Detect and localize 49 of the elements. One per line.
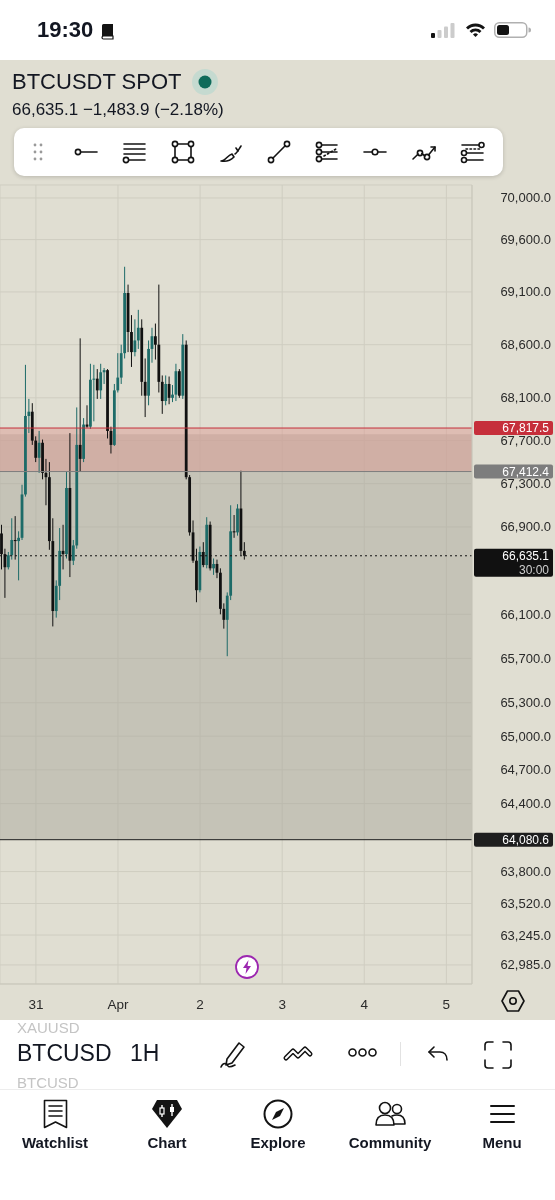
- x-tick-label: 2: [196, 997, 204, 1012]
- ref-line-label: 67,412.4: [502, 464, 550, 479]
- text: Community: [348, 1134, 432, 1152]
- y-tick-label: 70,000.0: [500, 190, 551, 206]
- candlestick: [99, 363, 103, 400]
- candlestick: [160, 374, 164, 415]
- y-tick-label: 62,985.0: [500, 957, 551, 973]
- text: 1H: [130, 1040, 160, 1067]
- candlestick: [143, 357, 147, 418]
- candlestick: [37, 430, 41, 474]
- chart-subtitle: 66,635.1 −1,483.9 (−2.18%): [12, 100, 224, 120]
- y-tick-label: 66,100.0: [500, 606, 551, 622]
- chart-title: BTCUSDT SPOT: [12, 69, 182, 95]
- text: BTCUSD: [17, 1040, 112, 1067]
- y-tick-label: 65,700.0: [500, 650, 551, 666]
- text: XAUUSD: [17, 1019, 80, 1037]
- ref-line-label: 67,817.5: [502, 421, 550, 436]
- y-tick-label: 63,520.0: [500, 896, 551, 912]
- y-tick-label: 67,300.0: [500, 476, 551, 492]
- x-tick-label: 5: [442, 997, 451, 1012]
- y-tick-label: 65,000.0: [500, 728, 551, 744]
- candlestick: [133, 318, 137, 357]
- text: 19:30: [37, 17, 94, 43]
- x-tick-label: 31: [28, 997, 44, 1012]
- y-tick-label: 66,900.0: [500, 519, 551, 535]
- y-tick-label: 64,400.0: [500, 796, 551, 812]
- candlestick: [78, 337, 82, 473]
- y-tick-label: 68,100.0: [500, 390, 551, 406]
- text: Menu: [482, 1134, 522, 1152]
- y-tick-label: 68,600.0: [500, 337, 551, 353]
- text: Watchlist: [21, 1134, 89, 1152]
- y-tick-label: 63,800.0: [500, 864, 551, 880]
- text: Chart: [147, 1134, 187, 1152]
- x-tick-label: 3: [278, 997, 286, 1012]
- ref-line-label: 66,635.1 30:00: [502, 548, 550, 577]
- y-tick-label: 69,600.0: [500, 232, 551, 248]
- y-tick-label: 69,100.0: [500, 284, 551, 300]
- y-tick-label: 64,700.0: [500, 762, 551, 778]
- ref-line-label: 64,080.6: [502, 832, 550, 847]
- candlestick: [95, 368, 99, 400]
- y-tick-label: 65,300.0: [500, 695, 551, 711]
- text: Explore: [250, 1134, 306, 1152]
- y-tick-label: 63,245.0: [500, 927, 551, 943]
- x-tick-label: 4: [360, 997, 369, 1012]
- y-tick-label: 67,700.0: [500, 433, 551, 449]
- candlestick: [236, 503, 239, 537]
- text: BTCUSD: [17, 1074, 79, 1092]
- candlestick: [164, 374, 168, 406]
- x-tick-label: Apr: [107, 997, 129, 1012]
